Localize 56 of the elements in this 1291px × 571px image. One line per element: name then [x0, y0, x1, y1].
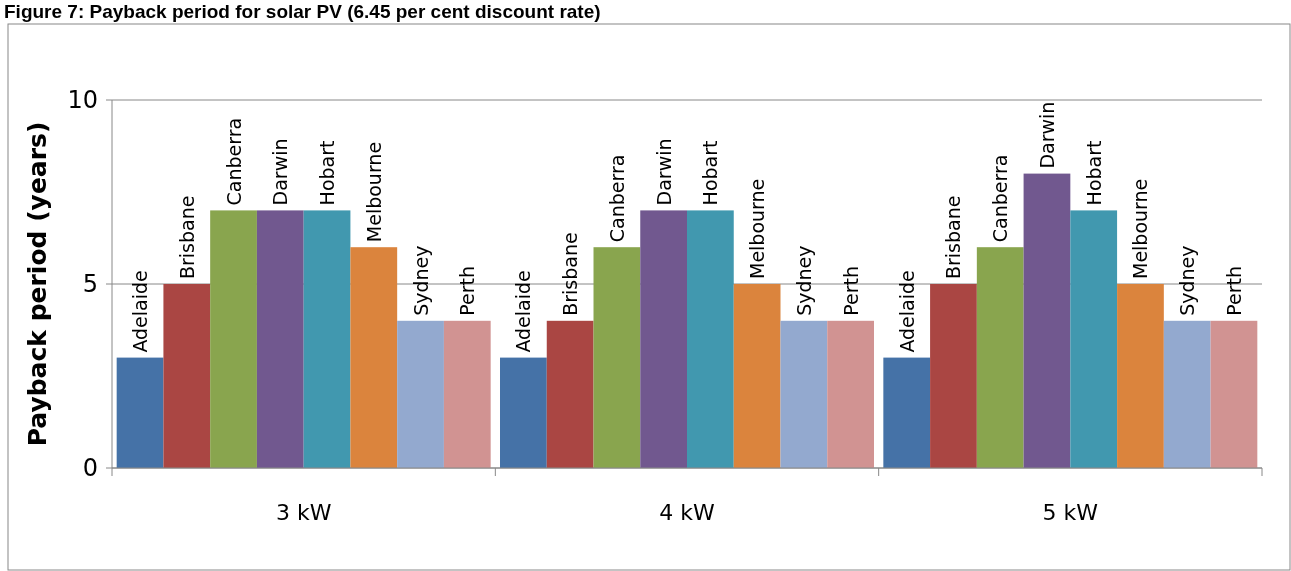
text: Darwin: [1035, 101, 1058, 169]
text: Sydney: [792, 245, 815, 316]
bar: [443, 320, 491, 468]
bar: [1117, 284, 1164, 468]
text: Melbourne: [1129, 178, 1152, 279]
bar: [883, 357, 931, 468]
bar: [303, 210, 351, 468]
text: Adelaide: [512, 270, 535, 353]
bar: [1023, 173, 1071, 468]
bar: [163, 284, 211, 468]
y-axis-title: Payback period (years): [23, 121, 52, 447]
bar: [500, 357, 547, 468]
text: Darwin: [269, 138, 292, 206]
x-tick-label: 3 kW: [275, 500, 332, 525]
text: Sydney: [409, 245, 432, 316]
text: Adelaide: [895, 270, 918, 353]
x-tick-label: 4 kW: [659, 500, 715, 525]
y-tick-label: 10: [67, 86, 98, 115]
y-tick-label: 0: [82, 454, 98, 483]
bar: [640, 210, 687, 468]
bar: [733, 284, 781, 468]
bar: [976, 247, 1024, 468]
bar: [930, 284, 977, 468]
text: Perth: [456, 266, 479, 316]
text: Adelaide: [129, 270, 152, 353]
bar: [210, 210, 257, 468]
text: Brisbane: [175, 195, 198, 279]
text: Canberra: [605, 154, 628, 243]
bar: [687, 210, 734, 468]
text: Canberra: [989, 154, 1012, 243]
text: Hobart: [1082, 140, 1105, 206]
text: Perth: [839, 266, 862, 316]
text: Sydney: [1176, 245, 1199, 316]
bar: [546, 320, 594, 468]
text: Melbourne: [746, 178, 769, 279]
bar: [1163, 320, 1211, 468]
y-tick-label: 5: [82, 270, 98, 299]
x-tick-label: 5 kW: [1042, 500, 1099, 525]
chart-title: Figure 7: Payback period for solar PV (6.45 per cent discount rate): [4, 1, 601, 22]
text: Hobart: [316, 140, 339, 206]
bar: [827, 320, 874, 468]
text: Perth: [1222, 266, 1245, 316]
bar: [1070, 210, 1118, 468]
text: Brisbane: [559, 232, 582, 316]
bar: [256, 210, 304, 468]
bar: [593, 247, 641, 468]
bar: [780, 320, 828, 468]
text: Canberra: [222, 117, 245, 206]
text: Darwin: [652, 138, 675, 206]
bar: [116, 357, 164, 468]
text: Brisbane: [942, 195, 965, 279]
text: Melbourne: [362, 141, 385, 243]
text: Hobart: [699, 140, 722, 206]
bar: [397, 320, 444, 468]
bar: [1210, 320, 1258, 468]
bar: [350, 247, 398, 468]
